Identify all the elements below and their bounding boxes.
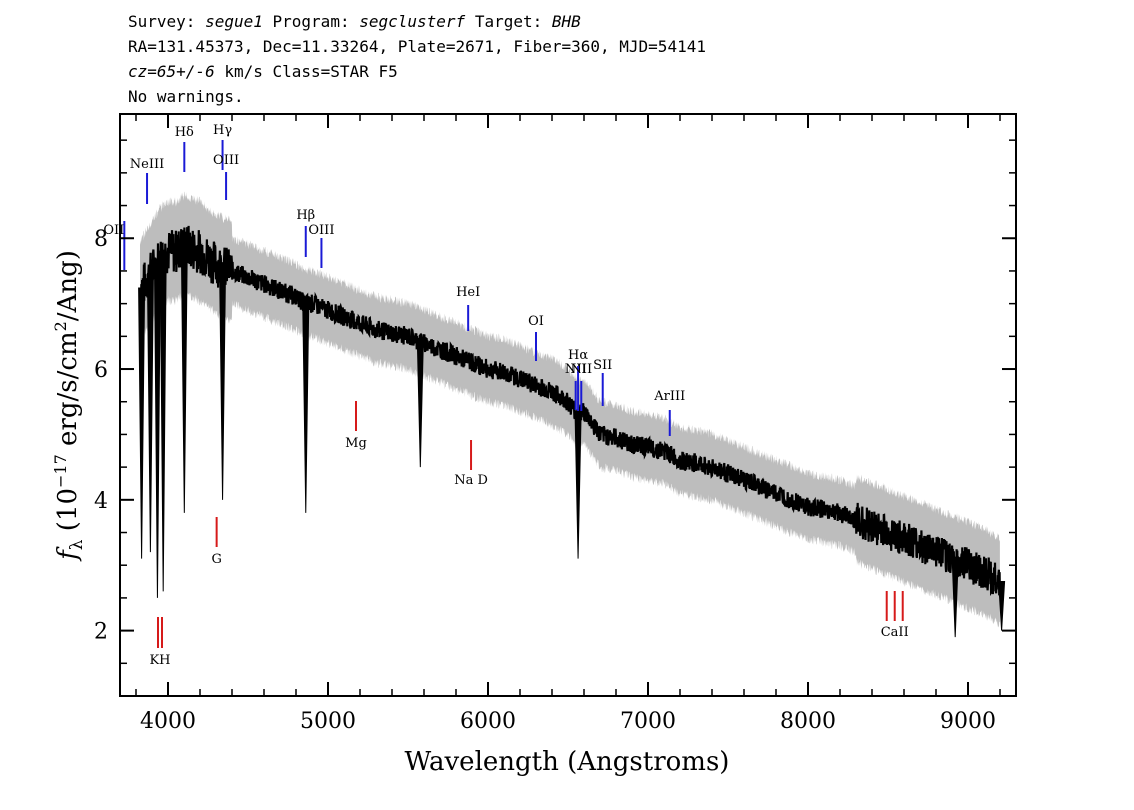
target-value: BHB	[551, 12, 581, 31]
absorption-dip	[416, 340, 424, 468]
line-marker: Hδ	[175, 125, 194, 172]
flux-line	[138, 225, 1001, 597]
x-tick-label: 9000	[940, 709, 996, 734]
program-value: segclusterf	[359, 12, 466, 31]
plot-frame	[119, 113, 1017, 697]
line-marker: KH	[149, 617, 171, 668]
line-marker-label: Hβ	[296, 208, 315, 223]
line-marker: HeI	[456, 285, 480, 331]
header-line-survey: Survey: segue1 Program: segclusterf Targ…	[128, 12, 581, 32]
absorption-dip	[951, 559, 959, 638]
line-marker-label: OI	[528, 314, 544, 329]
line-marker: SII	[593, 358, 612, 406]
line-marker-label: Hα	[568, 348, 588, 363]
line-marker-label: NeIII	[130, 157, 164, 172]
line-marker: Hβ	[296, 208, 315, 257]
absorption-dip	[302, 303, 310, 513]
line-marker: G	[211, 517, 222, 567]
y-tick-label: 2	[94, 620, 108, 645]
line-marker-label: Mg	[345, 436, 367, 451]
line-marker: Na D	[454, 440, 488, 488]
line-marker-label: NII	[565, 362, 587, 377]
line-marker: NeIII	[130, 157, 164, 204]
line-marker: Hγ	[213, 123, 232, 170]
line-marker: OIII	[213, 153, 239, 200]
line-marker-label: KH	[149, 653, 170, 668]
absorption-dip	[219, 266, 227, 500]
line-marker-label: Na D	[454, 473, 488, 488]
line-marker: NII	[570, 362, 592, 411]
x-tick-label: 5000	[300, 709, 356, 734]
absorption-dip	[159, 254, 167, 592]
x-tick-label: 4000	[140, 709, 196, 734]
line-marker: Hα	[568, 348, 588, 411]
line-marker-label: Hδ	[175, 125, 194, 140]
survey-value: segue1	[205, 12, 263, 31]
redshift-value: cz=65+/-6	[128, 62, 215, 81]
line-marker-label: NII	[570, 362, 592, 377]
header-line-redshift: cz=65+/-6 km/s Class=STAR F5	[128, 62, 398, 82]
line-marker: ArIII	[653, 389, 685, 436]
x-axis-title: Wavelength (Angstroms)	[405, 747, 730, 777]
y-tick-label: 6	[94, 358, 108, 383]
line-marker: OIII	[308, 223, 334, 268]
line-marker-label: ArIII	[653, 389, 685, 404]
line-marker: Mg	[345, 401, 367, 451]
line-marker-label: OIII	[213, 153, 239, 168]
y-tick-label: 8	[94, 227, 108, 252]
line-marker-label: OIII	[308, 223, 334, 238]
y-tick-label: 4	[94, 489, 108, 514]
line-marker-label: Hγ	[213, 123, 232, 138]
x-tick-label: 8000	[780, 709, 836, 734]
absorption-dip	[138, 287, 146, 559]
y-axis-ticks: 2 4 6 8	[94, 139, 1016, 665]
x-tick-label: 6000	[460, 709, 516, 734]
redshift-class: km/s Class=STAR F5	[214, 62, 398, 81]
absorption-dip	[574, 414, 582, 559]
absorption-dip	[153, 261, 161, 598]
line-marker-label: G	[211, 552, 221, 567]
line-marker-label: CaII	[881, 625, 909, 640]
absorption-dip	[180, 244, 188, 513]
line-marker: NII	[565, 362, 587, 410]
x-tick-label: 7000	[620, 709, 676, 734]
absorption-dip	[146, 273, 154, 553]
header-line-warnings: No warnings.	[128, 87, 244, 106]
line-marker: OI	[528, 314, 544, 361]
line-marker-label: SII	[593, 358, 612, 373]
line-marker: CaII	[881, 591, 909, 640]
flux-series	[138, 225, 1006, 638]
x-axis-ticks: 4000 5000 6000 7000 8000 9000	[135, 114, 1001, 734]
y-axis-title: fλ (10−17 erg/s/cm2/Ang)	[51, 250, 87, 562]
program-label: Program:	[272, 12, 350, 31]
line-marker-label: HeI	[456, 285, 480, 300]
header-line-coordinates: RA=131.45373, Dec=11.33264, Plate=2671, …	[128, 37, 706, 56]
target-label: Target:	[474, 12, 543, 31]
absorption-dip	[998, 581, 1006, 631]
survey-label: Survey:	[128, 12, 196, 31]
